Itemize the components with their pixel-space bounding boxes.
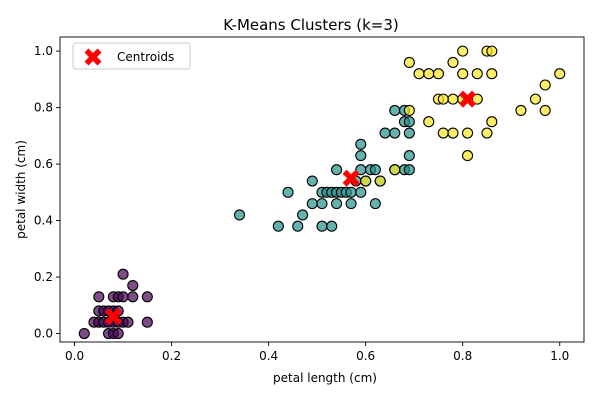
legend: Centroids (72, 42, 191, 70)
data-point-cluster-1 (403, 164, 415, 176)
data-point-cluster-2 (486, 68, 498, 80)
y-tick-label: 0.2 (34, 270, 53, 284)
data-point-cluster-0 (117, 268, 129, 280)
data-point-cluster-2 (486, 45, 498, 57)
data-point-cluster-2 (447, 93, 459, 105)
data-point-cluster-2 (413, 68, 425, 80)
data-point-cluster-1 (355, 186, 367, 198)
data-point-cluster-2 (471, 68, 483, 80)
data-point-cluster-2 (529, 93, 542, 105)
data-point-cluster-2 (403, 56, 415, 68)
data-point-cluster-2 (471, 93, 483, 105)
data-point-cluster-0 (127, 279, 139, 292)
data-point-cluster-1 (389, 127, 401, 139)
data-point-cluster-0 (127, 291, 139, 303)
centroid-layer (104, 90, 477, 326)
y-tick-label: 0.8 (34, 101, 53, 115)
y-tick-label: 0.6 (34, 157, 53, 171)
data-point-cluster-0 (141, 316, 153, 328)
data-point-cluster-2 (360, 175, 372, 187)
chart-title: K-Means Clusters (k=3) (223, 16, 398, 34)
data-point-cluster-2 (462, 127, 474, 139)
data-point-cluster-1 (403, 150, 415, 162)
legend-box (72, 42, 191, 70)
centroid-marker-0 (104, 308, 122, 326)
data-point-cluster-1 (331, 164, 343, 176)
data-point-cluster-0 (93, 291, 105, 303)
data-point-cluster-2 (539, 79, 551, 91)
data-point-cluster-1 (345, 186, 357, 198)
x-axis-label: petal length (cm) (273, 371, 377, 385)
data-point-cluster-1 (306, 175, 318, 187)
data-point-cluster-1 (403, 116, 415, 128)
data-point-cluster-2 (374, 175, 386, 187)
x-tick-label: 0.0 (65, 349, 84, 363)
data-point-cluster-2 (437, 93, 449, 105)
data-point-cluster-1 (389, 104, 401, 116)
data-point-cluster-2 (437, 127, 449, 139)
data-point-cluster-1 (345, 198, 357, 210)
data-point-cluster-2 (462, 150, 474, 162)
legend-centroid-icon (84, 48, 102, 66)
data-point-cluster-1 (369, 198, 381, 210)
data-point-cluster-2 (554, 68, 566, 80)
data-point-cluster-1 (292, 220, 304, 232)
data-point-cluster-2 (389, 164, 401, 176)
y-tick-label: 0.0 (34, 327, 53, 341)
data-point-cluster-2 (403, 104, 415, 116)
data-point-cluster-1 (272, 220, 284, 232)
x-tick-label: 0.4 (259, 349, 278, 363)
data-point-cluster-1 (316, 220, 328, 232)
y-tick-label: 1.0 (34, 44, 53, 58)
y-tick-label: 0.4 (34, 214, 53, 228)
legend-label-centroids: Centroids (117, 50, 174, 64)
data-point-cluster-0 (112, 327, 124, 340)
data-point-cluster-2 (515, 104, 527, 116)
plot-frame (59, 36, 585, 343)
x-tick-label: 0.2 (162, 349, 181, 363)
data-point-cluster-1 (282, 186, 294, 198)
x-axis-ticks: 0.0 0.2 0.4 0.6 0.8 1.0 (65, 342, 569, 363)
x-tick-label: 1.0 (550, 349, 569, 363)
data-point-cluster-1 (331, 198, 343, 210)
data-point-cluster-2 (423, 116, 435, 128)
data-point-cluster-1 (326, 220, 338, 232)
data-point-cluster-2 (486, 116, 498, 128)
data-point-cluster-2 (481, 127, 493, 139)
data-point-cluster-1 (369, 164, 381, 176)
data-point-cluster-2 (447, 56, 459, 68)
legend-centroid-marker (84, 48, 102, 66)
y-axis-ticks: 0.0 0.2 0.4 0.6 0.8 1.0 (34, 44, 60, 341)
data-point-cluster-1 (355, 150, 367, 162)
data-point-cluster-0 (141, 291, 153, 303)
y-axis-label: petal width (cm) (14, 140, 28, 239)
centroid-marker-1 (342, 169, 360, 187)
data-point-cluster-1 (403, 127, 415, 139)
data-point-cluster-2 (432, 68, 444, 80)
data-point-cluster-1 (233, 209, 246, 221)
data-point-cluster-2 (457, 45, 469, 57)
data-point-cluster-0 (78, 327, 90, 340)
points-layer (78, 45, 566, 340)
x-tick-label: 0.8 (453, 349, 472, 363)
data-point-cluster-2 (457, 68, 469, 80)
data-point-cluster-2 (447, 127, 459, 139)
data-point-cluster-1 (316, 198, 328, 210)
data-point-cluster-0 (117, 291, 129, 303)
data-point-cluster-0 (122, 316, 134, 328)
data-point-cluster-1 (355, 138, 367, 150)
centroid-marker-2 (459, 90, 477, 108)
data-point-cluster-2 (423, 68, 435, 80)
data-point-cluster-1 (379, 127, 391, 139)
x-tick-label: 0.6 (356, 349, 375, 363)
data-point-cluster-1 (306, 198, 318, 210)
data-point-cluster-2 (539, 104, 551, 116)
data-point-cluster-1 (297, 209, 309, 221)
